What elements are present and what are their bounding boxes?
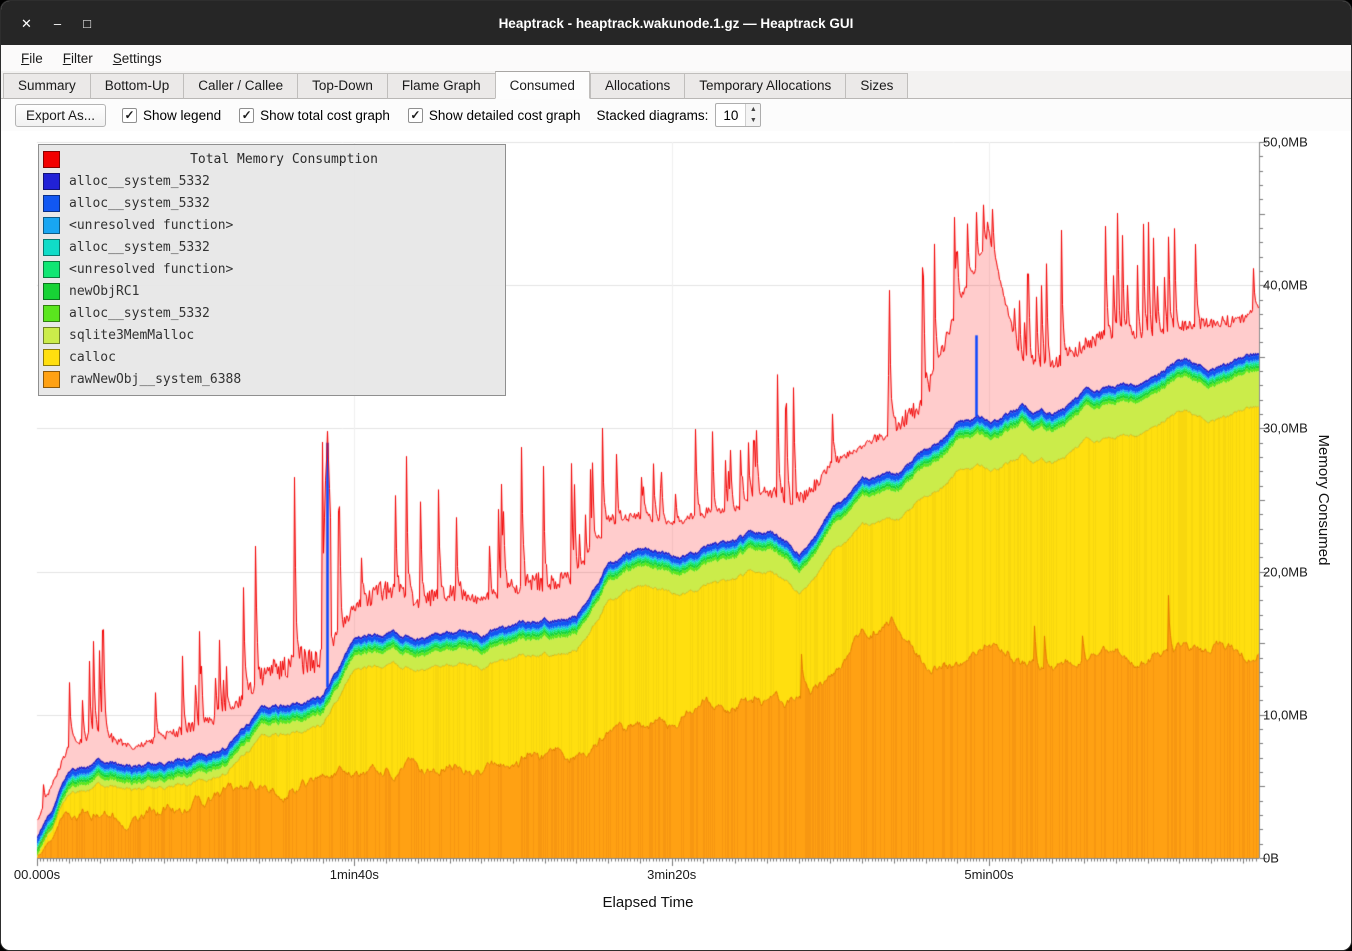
legend-label: alloc__system_5332 <box>69 195 210 211</box>
window-title: Heaptrack - heaptrack.wakunode.1.gz — He… <box>498 15 854 31</box>
checkbox-box[interactable]: ✓ <box>122 107 138 123</box>
legend-row: alloc__system_5332 <box>43 192 499 214</box>
legend-swatch <box>43 172 60 190</box>
menu-file[interactable]: File <box>21 50 43 66</box>
legend-label: alloc__system_5332 <box>69 173 210 189</box>
spinbox-value[interactable]: 10 <box>723 107 739 123</box>
legend-swatch <box>43 194 60 212</box>
legend-row: sqlite3MemMalloc <box>43 324 499 346</box>
legend-swatch <box>43 304 60 322</box>
tab-temporary-allocations[interactable]: Temporary Allocations <box>684 73 846 99</box>
export-as-button[interactable]: Export As... <box>15 103 107 127</box>
legend-swatch <box>43 260 60 278</box>
maximize-button[interactable]: □ <box>83 15 91 31</box>
legend-row: <unresolved function> <box>43 258 499 280</box>
legend-swatch <box>43 348 60 366</box>
toolbar-checkboxes: ✓ Show legend ✓ Show total cost graph ✓ Show … <box>122 107 581 123</box>
tab-top-down[interactable]: Top-Down <box>297 73 387 99</box>
legend-label: sqlite3MemMalloc <box>69 327 195 343</box>
toolbar: Export As... ✓ Show legend ✓ Show total cos… <box>1 99 1351 131</box>
y-tick-label: 30,0MB <box>1263 420 1308 436</box>
menu-filter[interactable]: Filter <box>62 50 93 66</box>
legend-row: <unresolved function> <box>43 214 499 236</box>
spin-up-button[interactable]: ▲ <box>749 106 757 113</box>
legend-row: newObjRC1 <box>43 280 499 302</box>
legend-row: calloc <box>43 346 499 368</box>
y-tick-label: 0B <box>1263 850 1279 866</box>
legend-label: alloc__system_5332 <box>69 305 210 321</box>
y-tick-label: 20,0MB <box>1263 564 1308 580</box>
stacked-diagrams-control: Stacked diagrams: 10 ▲ ▼ <box>597 103 762 127</box>
checkbox-show-detailed-cost-graph[interactable]: ✓ Show detailed cost graph <box>407 107 581 123</box>
y-axis-title: Memory Consumed <box>1315 434 1332 566</box>
titlebar[interactable]: ✕ – □ Heaptrack - heaptrack.wakunode.1.gz … <box>1 1 1351 45</box>
legend-swatch <box>43 326 60 344</box>
legend-swatch-total <box>43 150 60 168</box>
checkbox-box[interactable]: ✓ <box>407 107 423 123</box>
x-tick-label: 00.000s <box>13 867 61 882</box>
chart-region: Total Memory Consumption alloc__system_53… <box>1 131 1351 950</box>
y-tick-label: 10,0MB <box>1263 707 1308 723</box>
legend-label: rawNewObj__system_6388 <box>69 371 242 387</box>
legend-swatch <box>43 370 60 388</box>
tab-caller-callee[interactable]: Caller / Callee <box>183 73 298 99</box>
tab-summary[interactable]: Summary <box>3 73 90 99</box>
x-tick-label: 3min20s <box>647 867 697 882</box>
minimize-button[interactable]: – <box>53 15 62 31</box>
legend-label: <unresolved function> <box>69 217 234 233</box>
window-controls: ✕ – □ <box>21 1 91 45</box>
checkbox-label: Show legend <box>143 107 222 123</box>
close-button[interactable]: ✕ <box>21 15 32 31</box>
menu-settings[interactable]: Settings <box>112 50 162 66</box>
tab-allocations[interactable]: Allocations <box>589 73 685 99</box>
legend-row: rawNewObj__system_6388 <box>43 368 499 390</box>
x-tick-label: 5min00s <box>964 867 1014 882</box>
legend-row: alloc__system_5332 <box>43 170 499 192</box>
checkbox-label: Show total cost graph <box>260 107 390 123</box>
chart-legend: Total Memory Consumption alloc__system_53… <box>38 144 506 396</box>
menubar: File Filter Settings <box>1 45 1351 71</box>
legend-swatch <box>43 238 60 256</box>
legend-row: alloc__system_5332 <box>43 236 499 258</box>
legend-label: calloc <box>69 349 116 365</box>
y-tick-label: 40,0MB <box>1263 277 1308 293</box>
legend-row: alloc__system_5332 <box>43 302 499 324</box>
legend-swatch <box>43 216 60 234</box>
tabbar: Summary Bottom-Up Caller / Callee Top-Down F… <box>1 71 1351 99</box>
tab-bottom-up[interactable]: Bottom-Up <box>89 73 184 99</box>
checkbox-box[interactable]: ✓ <box>239 107 255 123</box>
stacked-diagrams-label: Stacked diagrams: <box>596 107 709 123</box>
legend-label: newObjRC1 <box>69 283 140 299</box>
tab-flame-graph[interactable]: Flame Graph <box>386 73 495 99</box>
spin-down-button[interactable]: ▼ <box>749 117 757 124</box>
y-tick-label: 50,0MB <box>1263 134 1308 150</box>
tab-sizes[interactable]: Sizes <box>845 73 909 99</box>
x-axis-title: Elapsed Time <box>602 894 694 911</box>
spinbox-buttons: ▲ ▼ <box>745 104 761 126</box>
legend-title-row: Total Memory Consumption <box>43 148 499 170</box>
legend-label: alloc__system_5332 <box>69 239 210 255</box>
legend-title: Total Memory Consumption <box>190 151 378 167</box>
legend-swatch <box>43 282 60 300</box>
tab-consumed[interactable]: Consumed <box>494 71 590 99</box>
checkbox-show-legend[interactable]: ✓ Show legend <box>122 107 222 123</box>
legend-label: <unresolved function> <box>69 261 234 277</box>
x-tick-label: 1min40s <box>329 867 379 882</box>
checkbox-show-total-cost-graph[interactable]: ✓ Show total cost graph <box>239 107 390 123</box>
checkbox-label: Show detailed cost graph <box>428 107 581 123</box>
stacked-diagrams-spinbox[interactable]: 10 ▲ ▼ <box>715 103 762 127</box>
